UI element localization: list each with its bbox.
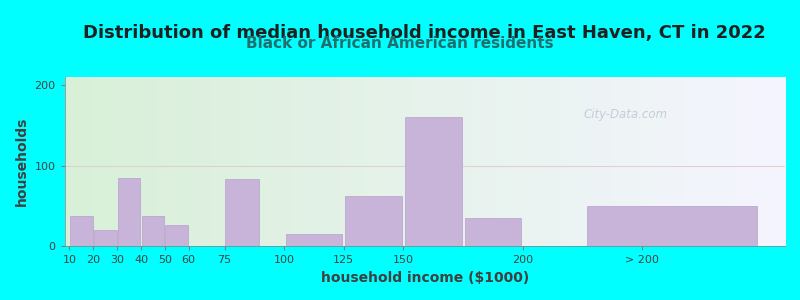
Bar (166, 225, 188, 246)
Bar (94, 230, 117, 246)
Bar (465, 218, 521, 246)
Bar (70, 216, 93, 246)
Bar (346, 196, 402, 246)
Text: Black or African American residents: Black or African American residents (246, 36, 554, 51)
Bar (118, 178, 141, 246)
Bar (405, 117, 462, 246)
Bar (286, 234, 342, 246)
Y-axis label: households: households (15, 117, 29, 206)
Bar (142, 216, 164, 246)
Text: City-Data.com: City-Data.com (583, 108, 667, 121)
Title: Distribution of median household income in East Haven, CT in 2022: Distribution of median household income … (83, 24, 766, 42)
Bar (226, 179, 259, 246)
Bar (586, 206, 757, 246)
X-axis label: household income ($1000): household income ($1000) (321, 271, 529, 285)
